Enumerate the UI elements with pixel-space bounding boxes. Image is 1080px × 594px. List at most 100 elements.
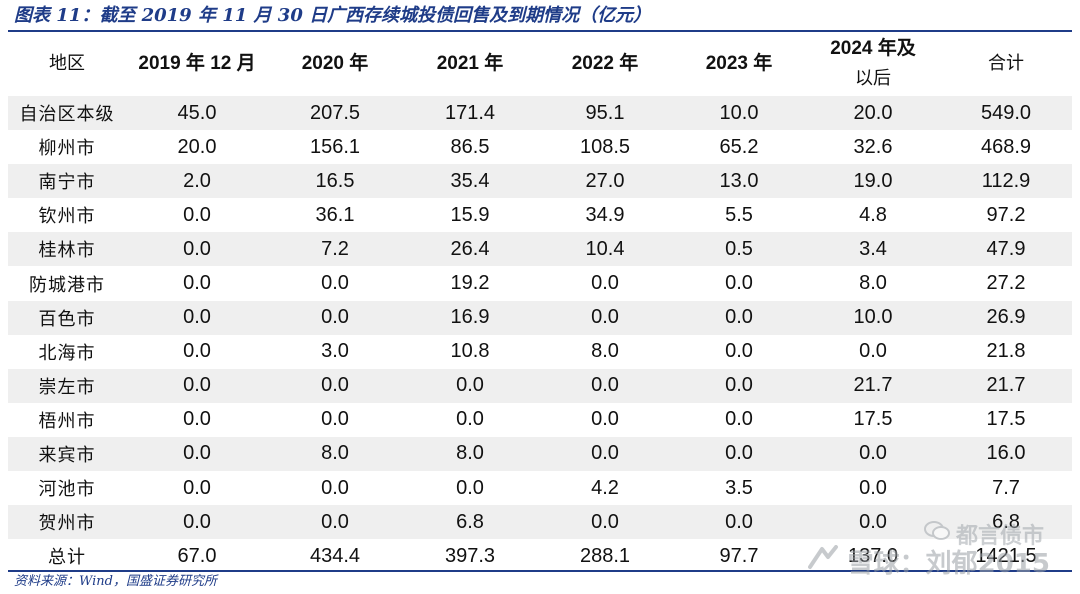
value-cell: 0.0 bbox=[859, 442, 887, 465]
value-cell: 20.0 bbox=[177, 135, 217, 158]
value-cell: 0.0 bbox=[183, 408, 211, 431]
value-cell: 0.0 bbox=[859, 510, 887, 533]
value-cell: 0.0 bbox=[183, 374, 211, 397]
table-body: 自治区本级 45.0 207.5 171.4 95.1 10.0 20.0 549.0 柳州市 2… bbox=[8, 96, 1072, 573]
table-row: 河池市 0.0 0.0 0.0 4.2 3.5 0.0 7.7 bbox=[8, 471, 1072, 505]
watermark-account: 都言债市 bbox=[955, 524, 1044, 549]
value-cell: 0.0 bbox=[456, 476, 484, 499]
value-cell: 0.0 bbox=[591, 306, 619, 329]
table-row: 崇左市 0.0 0.0 0.0 0.0 0.0 21.7 21.7 bbox=[8, 368, 1072, 403]
table-row: 梧州市 0.0 0.0 0.0 0.0 0.0 17.5 17.5 bbox=[8, 403, 1072, 437]
value-cell: 15.9 bbox=[450, 203, 490, 226]
value-cell: 47.9 bbox=[986, 237, 1026, 260]
bottom-rule bbox=[8, 570, 1072, 572]
header-2024-line2: 以后 bbox=[855, 68, 891, 89]
value-cell: 0.0 bbox=[321, 374, 349, 397]
header-region: 地区 bbox=[49, 53, 85, 74]
value-cell: 0.0 bbox=[321, 408, 349, 431]
table-row: 南宁市 2.0 16.5 35.4 27.0 13.0 19.0 112.9 bbox=[8, 164, 1072, 199]
value-cell: 21.7 bbox=[986, 374, 1026, 397]
region-cell: 北海市 bbox=[38, 342, 96, 364]
maturity-table: 地区 2019 年 12 月 2020 年 2021 年 2022 年 2023… bbox=[8, 32, 1072, 573]
value-cell: 65.2 bbox=[719, 135, 759, 158]
value-cell: 20.0 bbox=[853, 101, 893, 124]
header-row: 地区 2019 年 12 月 2020 年 2021 年 2022 年 2023… bbox=[8, 32, 1072, 96]
value-cell: 171.4 bbox=[444, 101, 496, 124]
header-2024-later: 2024 年及 以后 bbox=[806, 32, 940, 96]
table-row: 百色市 0.0 0.0 16.9 0.0 0.0 10.0 26.9 bbox=[8, 300, 1072, 335]
value-cell: 0.0 bbox=[591, 442, 619, 465]
value-cell: 8.0 bbox=[321, 442, 349, 465]
value-cell: 27.0 bbox=[585, 169, 625, 192]
value-cell: 16.5 bbox=[315, 169, 355, 192]
value-cell: 397.3 bbox=[444, 544, 496, 567]
value-cell: 5.5 bbox=[725, 203, 753, 226]
value-cell: 0.0 bbox=[321, 476, 349, 499]
value-cell: 0.0 bbox=[725, 340, 753, 363]
value-cell: 0.0 bbox=[456, 408, 484, 431]
region-cell: 河池市 bbox=[38, 479, 96, 501]
value-cell: 34.9 bbox=[585, 203, 625, 226]
value-cell: 207.5 bbox=[309, 101, 361, 124]
value-cell: 3.0 bbox=[321, 340, 349, 363]
value-cell: 16.0 bbox=[986, 442, 1026, 465]
value-cell: 26.4 bbox=[450, 237, 490, 260]
value-cell: 19.0 bbox=[853, 169, 893, 192]
value-cell: 3.4 bbox=[859, 237, 887, 260]
region-cell: 自治区本级 bbox=[19, 104, 115, 126]
value-cell: 0.0 bbox=[591, 374, 619, 397]
value-cell: 0.0 bbox=[183, 203, 211, 226]
value-cell: 3.5 bbox=[725, 476, 753, 499]
figure-title: 图表 11：截至 2019 年 11 月 30 日广西存续城投债回售及到期情况（… bbox=[14, 5, 652, 26]
value-cell: 10.4 bbox=[585, 237, 625, 260]
wechat-icon bbox=[923, 520, 950, 548]
header-2024-line1: 2024 年及 bbox=[830, 38, 916, 59]
value-cell: 97.7 bbox=[719, 544, 759, 567]
value-cell: 7.7 bbox=[992, 476, 1020, 499]
value-cell: 137.0 bbox=[847, 544, 899, 567]
value-cell: 4.8 bbox=[859, 203, 887, 226]
table-row: 自治区本级 45.0 207.5 171.4 95.1 10.0 20.0 549.0 bbox=[8, 96, 1072, 131]
table-row: 桂林市 0.0 7.2 26.4 10.4 0.5 3.4 47.9 bbox=[8, 232, 1072, 267]
region-cell: 防城港市 bbox=[29, 274, 105, 296]
value-cell: 0.0 bbox=[183, 340, 211, 363]
value-cell: 0.0 bbox=[183, 306, 211, 329]
header-2023: 2023 年 bbox=[705, 53, 773, 74]
value-cell: 0.5 bbox=[725, 237, 753, 260]
value-cell: 0.0 bbox=[859, 476, 887, 499]
table-row: 来宾市 0.0 8.0 8.0 0.0 0.0 0.0 16.0 bbox=[8, 436, 1072, 472]
region-cell: 桂林市 bbox=[38, 240, 96, 262]
value-cell: 0.0 bbox=[725, 374, 753, 397]
header-2020: 2020 年 bbox=[301, 53, 369, 74]
header-2021: 2021 年 bbox=[436, 53, 504, 74]
value-cell: 45.0 bbox=[177, 101, 217, 124]
value-cell: 97.2 bbox=[986, 203, 1026, 226]
value-cell: 0.0 bbox=[859, 340, 887, 363]
value-cell: 10.0 bbox=[719, 101, 759, 124]
table-row: 防城港市 0.0 0.0 19.2 0.0 0.0 8.0 27.2 bbox=[8, 266, 1072, 300]
value-cell: 13.0 bbox=[719, 169, 759, 192]
region-cell: 钦州市 bbox=[38, 206, 96, 228]
value-cell: 0.0 bbox=[591, 510, 619, 533]
value-cell: 0.0 bbox=[725, 510, 753, 533]
header-total: 合计 bbox=[988, 53, 1024, 74]
value-cell: 0.0 bbox=[183, 442, 211, 465]
region-cell: 贺州市 bbox=[38, 513, 96, 535]
value-cell: 8.0 bbox=[591, 340, 619, 363]
region-cell: 百色市 bbox=[38, 308, 96, 330]
source-note: 资料来源：Wind，国盛证券研究所 bbox=[14, 574, 217, 589]
value-cell: 0.0 bbox=[183, 272, 211, 295]
value-cell: 0.0 bbox=[591, 272, 619, 295]
value-cell: 0.0 bbox=[456, 374, 484, 397]
region-cell: 崇左市 bbox=[38, 376, 96, 398]
value-cell: 27.2 bbox=[986, 272, 1026, 295]
table-row: 贺州市 0.0 0.0 6.8 0.0 0.0 0.0 6.8 bbox=[8, 505, 1072, 540]
header-2019-12: 2019 年 12 月 bbox=[138, 53, 256, 74]
table-row: 总计 67.0 434.4 397.3 288.1 97.7 137.0 1421.5 bbox=[8, 539, 1072, 573]
region-cell: 梧州市 bbox=[38, 410, 96, 432]
value-cell: 4.2 bbox=[591, 476, 619, 499]
value-cell: 0.0 bbox=[725, 408, 753, 431]
table-row: 柳州市 20.0 156.1 86.5 108.5 65.2 32.6 468.9 bbox=[8, 130, 1072, 164]
value-cell: 0.0 bbox=[321, 510, 349, 533]
value-cell: 19.2 bbox=[450, 272, 490, 295]
